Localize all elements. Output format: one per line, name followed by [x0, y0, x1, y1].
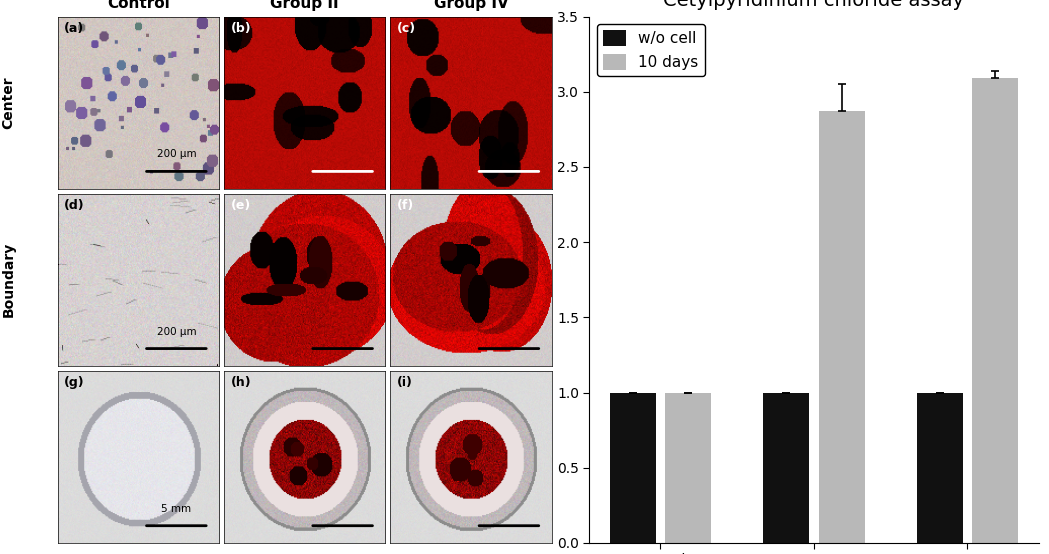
Text: Boundary: Boundary	[1, 242, 16, 317]
Text: Group IV: Group IV	[433, 0, 509, 11]
Text: (e): (e)	[231, 199, 251, 212]
Bar	[972, 78, 1019, 543]
Bar	[764, 393, 810, 543]
Text: (f): (f)	[397, 199, 414, 212]
Text: (c): (c)	[397, 22, 415, 35]
Text: (g): (g)	[64, 376, 85, 389]
Text: (a): (a)	[64, 22, 84, 35]
Text: 5 mm: 5 mm	[162, 504, 191, 514]
Text: (h): (h)	[231, 376, 251, 389]
Text: (d): (d)	[64, 199, 85, 212]
Bar	[665, 393, 711, 543]
Text: Control: Control	[107, 0, 170, 11]
Title: Cetylpyridinium chloride assay: Cetylpyridinium chloride assay	[663, 0, 964, 9]
Text: (i): (i)	[397, 376, 412, 389]
Text: Center: Center	[1, 76, 16, 129]
Text: 200 μm: 200 μm	[156, 326, 196, 336]
Bar	[917, 393, 963, 543]
Text: (b): (b)	[231, 22, 251, 35]
Text: 200 μm: 200 μm	[156, 150, 196, 160]
Legend: w/o cell, 10 days: w/o cell, 10 days	[597, 24, 705, 76]
Text: Group II: Group II	[271, 0, 339, 11]
Bar	[609, 393, 656, 543]
Bar	[818, 111, 864, 543]
